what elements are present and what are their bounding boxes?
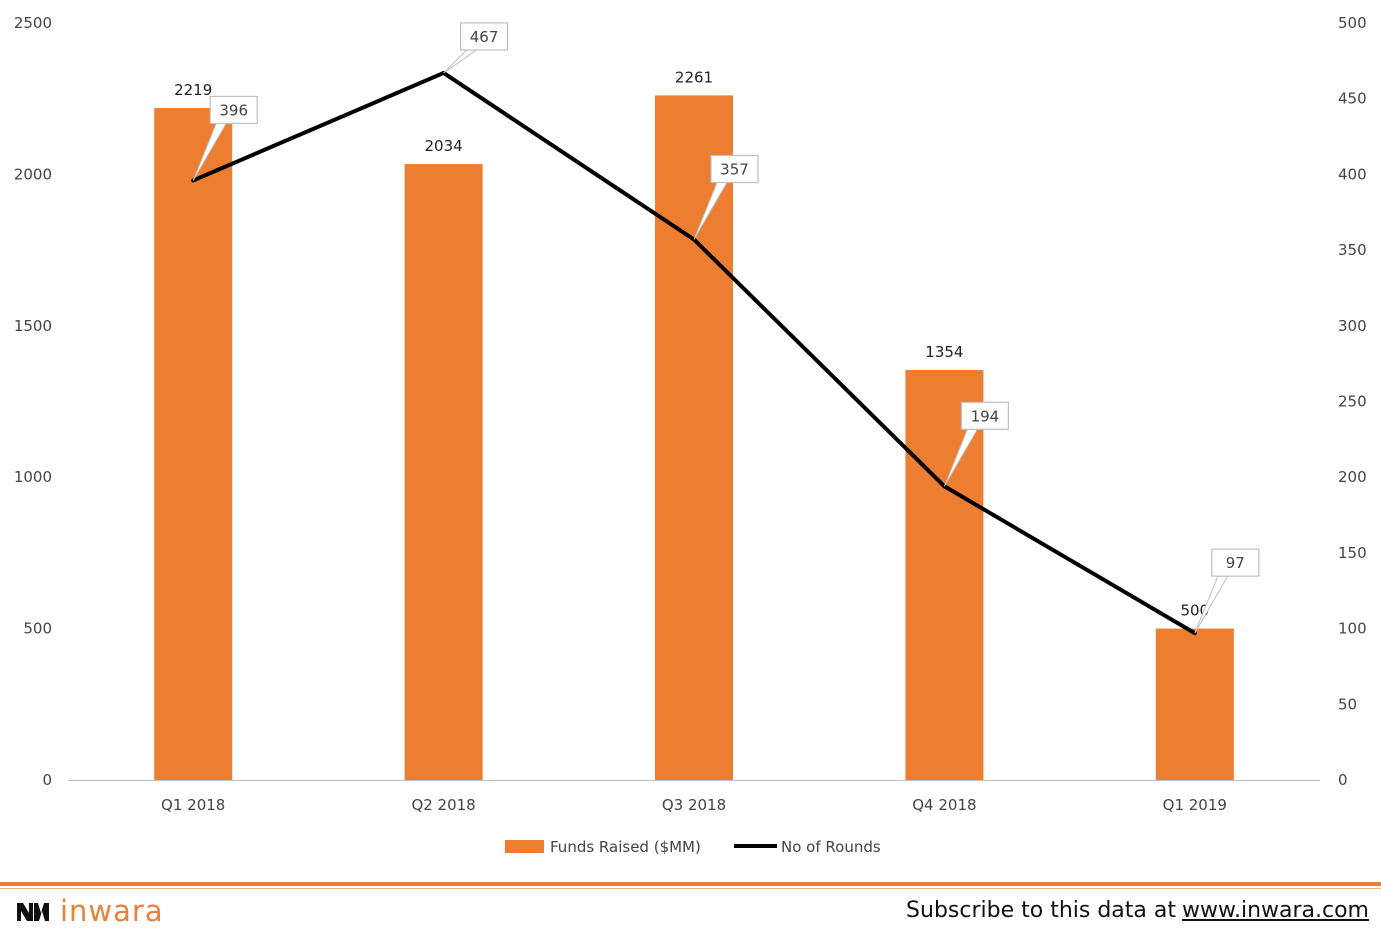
callout-pointer	[443, 49, 479, 74]
callout-box	[710, 154, 759, 184]
right-tick-label: 350	[1338, 241, 1367, 259]
left-tick-label: 1000	[14, 468, 52, 486]
line-data-callouts: 396 467 357 194 97	[192, 22, 1260, 634]
subscribe-link[interactable]: www.inwara.com	[1182, 897, 1369, 923]
line-value-label: 467	[470, 28, 499, 46]
left-tick-label: 1500	[14, 317, 52, 335]
bar	[655, 95, 733, 780]
line-value-label: 194	[971, 407, 1000, 425]
callout-box	[960, 401, 1010, 430]
line-value-label: 357	[720, 161, 749, 179]
legend: Funds Raised ($MM) No of Rounds	[505, 838, 881, 856]
callout-box	[460, 22, 509, 51]
line-value-label: 396	[219, 101, 248, 119]
right-tick-label: 300	[1338, 317, 1367, 335]
category-label: Q3 2018	[662, 796, 726, 814]
right-tick-label: 450	[1338, 90, 1367, 108]
bar	[1155, 628, 1234, 780]
bar-value-label: 2034	[425, 137, 463, 155]
category-label: Q1 2018	[161, 796, 225, 814]
line-value-label: 97	[1226, 554, 1245, 572]
callout-box	[209, 95, 258, 125]
left-tick-label: 0	[42, 771, 52, 789]
brand-name: inwara	[60, 894, 164, 928]
category-label: Q2 2018	[411, 796, 475, 814]
left-tick-label: 2000	[14, 165, 52, 183]
category-label: Q1 2019	[1163, 796, 1227, 814]
left-axis: 0 500 1000 1500 2000 2500	[14, 14, 52, 789]
brand-logo: inwara	[16, 893, 164, 929]
subscribe-text: Subscribe to this data at	[906, 897, 1176, 923]
bar	[154, 108, 233, 781]
legend-label-funds: Funds Raised ($MM)	[550, 838, 701, 856]
bar-series	[154, 95, 1234, 781]
right-tick-label: 400	[1338, 165, 1367, 183]
x-axis-labels: Q1 2018 Q2 2018 Q3 2018 Q4 2018 Q1 2019	[161, 796, 1227, 814]
right-tick-label: 250	[1338, 393, 1367, 411]
legend-label-rounds: No of Rounds	[781, 838, 881, 856]
right-tick-label: 500	[1338, 14, 1367, 32]
bar-value-label: 2219	[174, 81, 212, 99]
legend-swatch-funds	[505, 840, 544, 853]
callout-box	[1211, 548, 1260, 577]
right-tick-label: 50	[1338, 695, 1357, 713]
right-axis: 0 50 100 150 200 250 300 350 400 450 500	[1338, 14, 1367, 789]
right-tick-label: 0	[1338, 771, 1348, 789]
right-tick-label: 100	[1338, 620, 1367, 638]
bar	[404, 164, 483, 780]
right-tick-label: 150	[1338, 544, 1367, 562]
bar-value-label: 1354	[925, 343, 963, 361]
bar-value-label: 2261	[675, 68, 713, 86]
category-label: Q4 2018	[912, 796, 976, 814]
combo-chart: 0 500 1000 1500 2000 2500 0 50 100 150 200 250 300 3…	[14, 14, 1367, 856]
footer-divider-thin	[0, 888, 1381, 889]
inwara-logo-icon	[17, 903, 49, 921]
footer-divider	[0, 882, 1381, 886]
left-tick-label: 2500	[14, 14, 52, 32]
right-tick-label: 200	[1338, 468, 1367, 486]
left-tick-label: 500	[23, 620, 52, 638]
subscribe-note: Subscribe to this data at www.inwara.com	[906, 893, 1369, 927]
